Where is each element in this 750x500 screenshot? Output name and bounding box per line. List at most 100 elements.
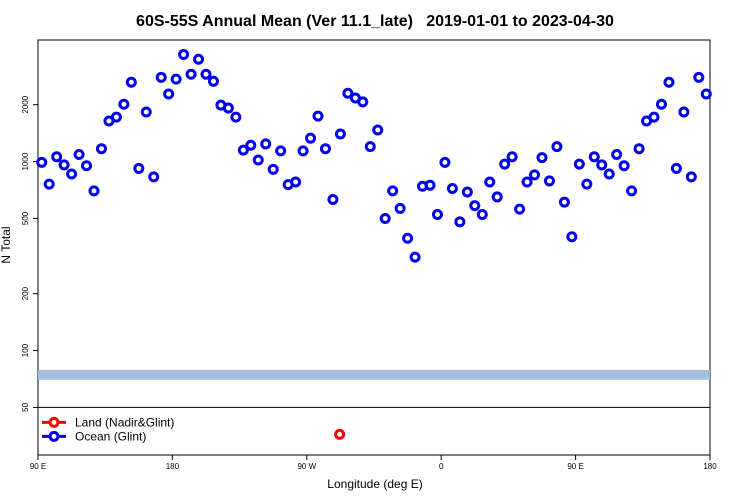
point	[693, 71, 705, 83]
point	[581, 178, 593, 190]
point	[312, 110, 324, 122]
point	[140, 106, 152, 118]
point	[394, 202, 406, 214]
y-tick-label: 200	[21, 286, 30, 300]
point	[260, 138, 272, 150]
point	[334, 128, 346, 140]
point	[424, 179, 436, 191]
point	[402, 232, 414, 244]
point	[118, 98, 130, 110]
point	[506, 151, 518, 163]
chart-title: 60S-55S Annual Mean (Ver 11.1_late) 2019…	[136, 13, 614, 30]
point	[536, 152, 548, 164]
point	[558, 196, 570, 208]
point	[529, 169, 541, 181]
point	[88, 185, 100, 197]
point	[43, 178, 55, 190]
point	[379, 212, 391, 224]
point	[58, 159, 70, 171]
x-tick-label: 0	[439, 462, 444, 471]
point	[357, 96, 369, 108]
x-tick-label: 90 W	[297, 462, 316, 471]
point	[521, 176, 533, 188]
point	[193, 53, 205, 65]
point	[200, 68, 212, 80]
point	[618, 160, 630, 172]
y-tick-label: 500	[21, 211, 30, 225]
point	[133, 162, 145, 174]
point	[596, 159, 608, 171]
point	[372, 124, 384, 136]
legend-label: Ocean (Glint)	[75, 429, 146, 443]
x-tick-label: 90 E	[567, 462, 583, 471]
point	[305, 132, 317, 144]
point	[551, 141, 563, 153]
point	[484, 176, 496, 188]
point	[185, 68, 197, 80]
point	[163, 88, 175, 100]
point	[110, 111, 122, 123]
x-tick-label: 180	[703, 462, 717, 471]
point	[387, 185, 399, 197]
point	[178, 48, 190, 60]
plot-frame	[37, 39, 711, 456]
y-axis-label: N Total	[0, 226, 13, 263]
point	[170, 73, 182, 85]
point	[476, 208, 488, 220]
point	[290, 176, 302, 188]
point	[327, 193, 339, 205]
point	[655, 98, 667, 110]
y-tick-label: 100	[21, 343, 30, 357]
point	[148, 171, 160, 183]
point	[319, 143, 331, 155]
point	[237, 144, 249, 156]
legend-marker	[48, 430, 60, 442]
point	[230, 111, 242, 123]
point	[51, 151, 63, 163]
point	[81, 160, 93, 172]
point	[245, 139, 257, 151]
y-tick-label: 1000	[21, 152, 30, 170]
point	[633, 143, 645, 155]
point	[499, 158, 511, 170]
point	[446, 183, 458, 195]
point	[603, 168, 615, 180]
x-axis-label: Longitude (deg E)	[327, 477, 422, 491]
point	[207, 75, 219, 87]
point	[73, 149, 85, 161]
point	[267, 163, 279, 175]
point	[439, 156, 451, 168]
point	[588, 151, 600, 163]
point	[573, 158, 585, 170]
point	[334, 428, 346, 440]
point	[454, 216, 466, 228]
point	[670, 162, 682, 174]
point	[469, 200, 481, 212]
x-tick-label: 90 E	[30, 462, 46, 471]
x-tick-label: 180	[166, 462, 180, 471]
point	[461, 186, 473, 198]
point	[66, 168, 78, 180]
point	[611, 149, 623, 161]
point	[663, 76, 675, 88]
point	[678, 106, 690, 118]
point	[700, 88, 712, 100]
point	[431, 208, 443, 220]
legend-marker	[48, 416, 60, 428]
point	[297, 145, 309, 157]
point	[36, 156, 48, 168]
point	[491, 191, 503, 203]
point	[222, 102, 234, 114]
point	[95, 143, 107, 155]
point	[364, 141, 376, 153]
point	[342, 87, 354, 99]
point	[409, 251, 421, 263]
point	[275, 145, 287, 157]
point	[543, 175, 555, 187]
legend-label: Land (Nadir&Glint)	[75, 415, 174, 429]
point	[125, 76, 137, 88]
point	[685, 171, 697, 183]
point	[252, 154, 264, 166]
point	[648, 111, 660, 123]
